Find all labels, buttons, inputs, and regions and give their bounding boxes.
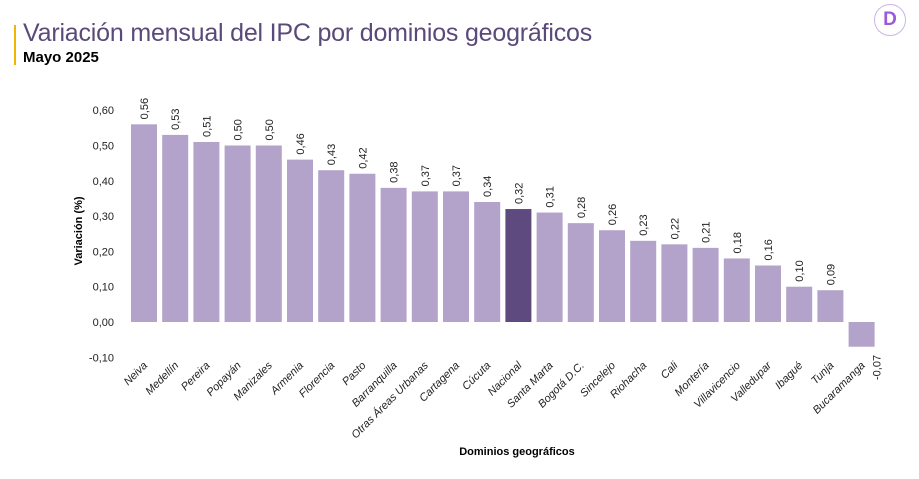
bar-monter-a — [692, 247, 719, 322]
bar-cali — [661, 244, 688, 322]
bar-bucaramanga — [848, 322, 875, 347]
data-label: 0,22 — [669, 218, 681, 239]
data-label: 0,50 — [233, 119, 245, 140]
page-title: Variación mensual del IPC por dominios g… — [23, 19, 593, 47]
bar-valledupar — [755, 265, 781, 322]
bar-sincelejo — [599, 230, 625, 322]
bar-c-cuta — [474, 201, 501, 322]
data-label: 0,42 — [357, 147, 369, 168]
data-label: 0,26 — [607, 204, 619, 225]
y-tick-label: 0,10 — [93, 282, 114, 294]
y-axis-label: Variación (%) — [73, 196, 85, 265]
bar-otras-reas-urbanas — [411, 191, 438, 322]
data-label: 0,32 — [513, 183, 525, 204]
x-tick-label: Neiva — [122, 360, 150, 388]
y-tick-label: 0,60 — [93, 105, 114, 117]
title-accent-bar — [14, 25, 16, 65]
bar-medell-n — [162, 134, 189, 322]
x-tick-label: Medellín — [143, 360, 181, 398]
x-tick-label: Cali — [659, 359, 681, 381]
data-label: 0,16 — [763, 239, 775, 260]
x-tick-label: Tunja — [809, 360, 836, 387]
data-label: 0,18 — [732, 232, 744, 253]
data-label: 0,34 — [482, 176, 494, 197]
bar-nacional — [505, 209, 532, 322]
y-tick-label: -0,10 — [89, 352, 114, 364]
page-subtitle: Mayo 2025 — [23, 49, 99, 66]
y-tick-label: 0,30 — [93, 211, 114, 223]
data-label: 0,23 — [638, 214, 650, 235]
y-tick-label: 0,50 — [93, 141, 114, 153]
data-label: 0,21 — [701, 221, 713, 242]
data-label: 0,31 — [545, 186, 557, 207]
bar-barranquilla — [380, 187, 407, 322]
bar-armenia — [287, 159, 313, 322]
data-label: 0,37 — [451, 165, 463, 186]
data-label: 0,50 — [264, 119, 276, 140]
bar-ibagu- — [786, 286, 813, 322]
data-label: 0,37 — [420, 165, 432, 186]
data-label: 0,46 — [295, 133, 307, 154]
y-tick-label: 0,00 — [93, 317, 114, 329]
bar-villavicencio — [723, 258, 750, 322]
bar-bogot-d-c- — [567, 223, 594, 322]
bar-cartagena — [443, 191, 469, 322]
data-label: 0,51 — [201, 116, 213, 137]
bar-tunja — [817, 290, 844, 322]
data-label: 0,53 — [170, 108, 182, 129]
bar-manizales — [255, 145, 282, 322]
bar-riohacha — [630, 240, 657, 322]
data-label: 0,10 — [794, 260, 806, 281]
x-tick-label: Ibagué — [773, 360, 805, 392]
data-label: 0,56 — [139, 98, 151, 119]
bar-pereira — [193, 141, 220, 322]
bar-neiva — [131, 124, 157, 322]
data-label: -0,07 — [872, 355, 884, 380]
data-label: 0,28 — [576, 197, 588, 218]
data-label: 0,38 — [389, 161, 401, 182]
bar-santa-marta — [536, 212, 563, 322]
logo-icon: D — [874, 4, 906, 36]
data-label: 0,43 — [326, 144, 338, 165]
data-label: 0,09 — [825, 264, 837, 285]
bar-pasto — [349, 173, 376, 322]
bar-florencia — [318, 170, 345, 322]
y-tick-label: 0,40 — [93, 176, 114, 188]
bar-popay-n — [224, 145, 251, 322]
y-tick-label: 0,20 — [93, 246, 114, 258]
x-tick-label: Pasto — [340, 360, 368, 388]
x-axis-label: Dominios geográficos — [459, 446, 575, 458]
